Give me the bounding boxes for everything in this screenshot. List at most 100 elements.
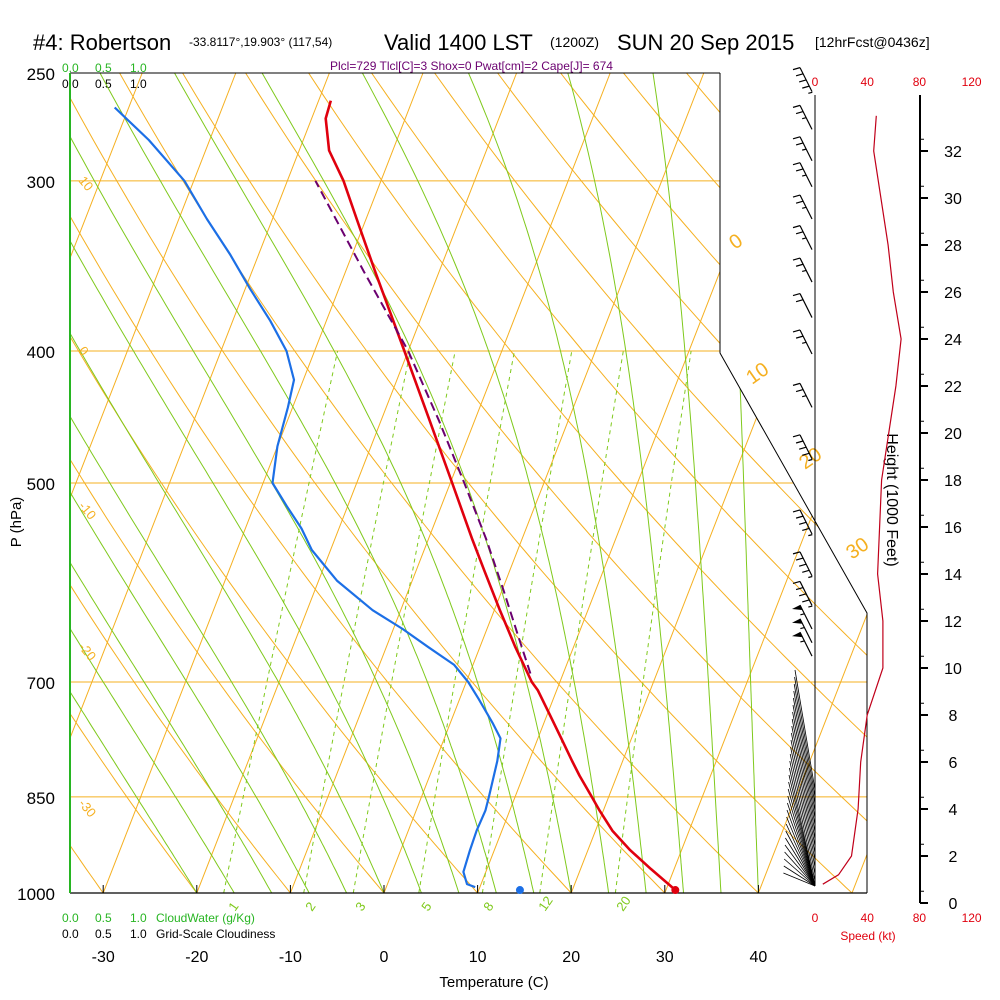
wind-barb [792, 631, 813, 657]
moist-adiabat-line [70, 73, 422, 893]
wind-barb [792, 67, 813, 94]
speed-tick-label-bottom: 120 [962, 911, 982, 925]
height-tick-label: 30 [944, 191, 962, 208]
dry-adiabat-label: 30 [842, 533, 873, 564]
height-tick-label: 24 [944, 332, 962, 349]
dry-adiabat-line [245, 73, 867, 893]
moist-adiabat-line [70, 73, 348, 893]
dry-adiabat-line [70, 73, 572, 893]
height-tick-label: 2 [949, 849, 958, 866]
utc-time: (1200Z) [550, 34, 599, 50]
isotherm-line [757, 73, 867, 893]
x-tick-label: 30 [656, 949, 674, 966]
wind-barb [792, 604, 813, 630]
cloudwater-scale-bottom: 0.0 0.5 1.0 CloudWater (g/Kg) [62, 911, 255, 925]
height-tick-label: 16 [944, 520, 962, 537]
mixing-ratio-label: 5 [418, 899, 434, 914]
mixing-ratio-line [418, 350, 515, 893]
mixing-ratio-line [303, 350, 411, 893]
speed-tick-label-bottom: 80 [913, 911, 927, 925]
axis-ticks: -30 -20 -10 0 10 20 30 40 250 300 400 5 0 0 700 850 1000… [17, 65, 982, 966]
speed-tick-label-bottom: 0 [812, 911, 819, 925]
isotherm-line [70, 73, 237, 893]
station-title: #4: Robertson [33, 30, 171, 55]
parcel-indices: Plcl=729 Tlcl[C]=3 Shox=0 Pwat[cm]=2 Cap… [330, 59, 613, 73]
height-tick-label: 32 [944, 144, 962, 161]
x-tick-label: 20 [562, 949, 580, 966]
wind-barb [792, 509, 813, 537]
x-tick-label: -20 [185, 949, 208, 966]
moist-adiabat-line [70, 73, 385, 893]
speed-tick-label-top: 0 [812, 75, 819, 89]
dry-adiabat-line [70, 73, 478, 893]
isotherm-label: -30 [76, 796, 100, 820]
wind-barb [792, 292, 813, 318]
x-axis-title: Temperature (C) [439, 974, 548, 991]
height-tick-label: 12 [944, 614, 962, 631]
low-level-barb-fan [783, 669, 816, 887]
moist-adiabat-line [261, 73, 572, 893]
forecast-date: SUN 20 Sep 2015 [617, 30, 794, 55]
height-tick-label: 6 [949, 755, 958, 772]
moist-adiabat-line [70, 73, 198, 893]
dry-adiabat-line [70, 73, 198, 893]
x-tick-label: -30 [92, 949, 115, 966]
surface-temperature-dot [671, 886, 680, 895]
cloudiness-scale-top: 0.00.51.0 [62, 77, 147, 91]
mixing-ratio-line [481, 350, 573, 893]
wind-barb [792, 104, 813, 130]
height-tick-label: 0 [949, 896, 958, 913]
mixing-ratio-line [352, 350, 456, 893]
dry-adiabat-line [70, 73, 666, 893]
moist-adiabat-line [70, 73, 273, 893]
wind-barb [792, 551, 813, 579]
isotherm-line [851, 73, 867, 893]
moist-adiabat-line [361, 73, 610, 893]
mixing-ratio-label: 12 [535, 893, 556, 913]
pressure-tick-label: 300 [27, 173, 55, 192]
mixing-ratio-label: 3 [352, 899, 368, 914]
mixing-ratio-label: 8 [480, 899, 496, 914]
height-tick-label: 8 [949, 708, 958, 725]
dry-adiabat-label: 10 [742, 358, 773, 389]
dry-adiabat-line [0, 73, 10, 893]
moist-adiabat-line [468, 73, 647, 893]
mixing-ratio-label: 2 [302, 899, 318, 914]
dry-adiabat-line [497, 73, 867, 893]
pressure-tick-label: 250 [27, 65, 55, 84]
mixing-ratio-line [539, 350, 624, 893]
wind-barb [792, 329, 813, 355]
height-tick-label: 14 [944, 567, 962, 584]
wind-speed-profile [822, 115, 902, 885]
speed-tick-label-top: 80 [913, 75, 927, 89]
wind-panel [783, 67, 902, 887]
x-tick-label: 10 [469, 949, 487, 966]
surface-dewpoint-dot [515, 886, 524, 895]
dry-adiabat-label: 20 [795, 443, 826, 474]
parcel-profile [314, 180, 532, 674]
moist-adiabat-line [652, 73, 722, 893]
height-tick-label: 26 [944, 285, 962, 302]
speed-tick-label-bottom: 40 [861, 911, 875, 925]
pressure-tick-label: 850 [27, 789, 55, 808]
forecast-label: [12hrFcst@0436z] [815, 34, 930, 50]
isotherm-line [196, 73, 518, 893]
wind-barb [792, 225, 813, 250]
sounding-profiles [113, 100, 680, 895]
pressure-tick-label: 1000 [17, 885, 55, 904]
pressure-tick-label: 400 [27, 343, 55, 362]
y-axis-title: P (hPa) [8, 497, 25, 548]
pressure-tick-label: 700 [27, 674, 55, 693]
wind-barb [792, 162, 813, 187]
isotherm-line [70, 73, 330, 893]
isotherm-line [289, 73, 611, 893]
wind-barb [792, 382, 813, 408]
temperature-profile [324, 100, 677, 891]
wind-barb [792, 580, 813, 608]
height-tick-label: 18 [944, 473, 962, 490]
plot-right-boundary [719, 73, 868, 893]
moist-adiabat-line [174, 73, 535, 893]
height-tick-label: 22 [944, 379, 962, 396]
isotherm-label: -10 [76, 498, 100, 522]
